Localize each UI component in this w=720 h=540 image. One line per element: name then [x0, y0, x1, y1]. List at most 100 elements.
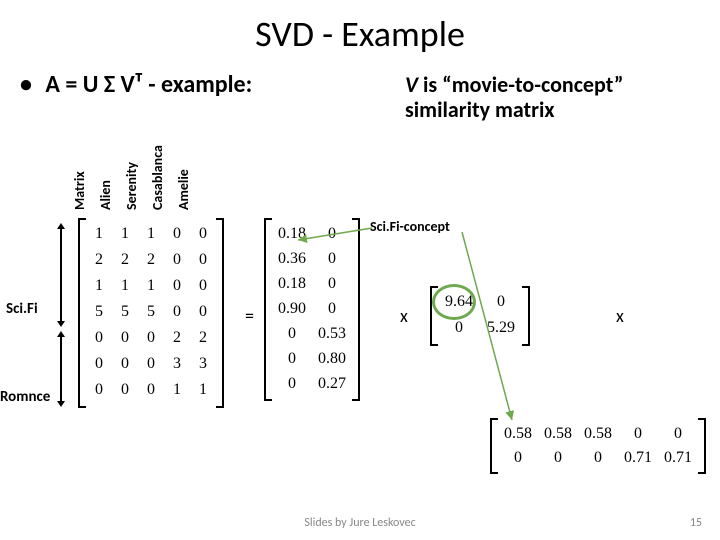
matrix-cell: 0: [112, 378, 138, 404]
matrix-cell: 0: [164, 248, 190, 274]
matrix-cell: 0: [578, 446, 618, 470]
matrix-cell: 2: [190, 326, 216, 352]
matrix-cell: 0: [86, 352, 112, 378]
matrix-cell: 0: [312, 272, 352, 297]
matrix-cell: 1: [86, 222, 112, 248]
arrow-romance: [60, 336, 62, 402]
label-amelie: Amelie: [175, 169, 192, 210]
bracket-right: [352, 218, 360, 401]
bracket-left: [264, 218, 272, 401]
matrix-cell: 0.36: [272, 247, 312, 272]
label-serenity: Serenity: [123, 162, 140, 210]
matrix-cell: 5: [138, 300, 164, 326]
equation-text: A = U Σ Vᵀ - example:: [45, 70, 252, 99]
matrix-cell: 0: [190, 274, 216, 300]
footer-credits: Slides by Jure Leskovec: [0, 516, 720, 530]
annotation-text: is “movie-to-concept” similarity matrix: [405, 71, 624, 123]
matrix-cell: 0: [164, 274, 190, 300]
scifi-concept-label: Sci.Fi-concept: [370, 218, 450, 235]
matrix-cell: 5: [112, 300, 138, 326]
matrix-cell: 0.71: [618, 446, 658, 470]
label-alien: Alien: [97, 180, 114, 210]
matrix-cell: 0: [86, 326, 112, 352]
matrix-cell: 0.18: [272, 272, 312, 297]
matrix-cell: 0: [658, 422, 698, 446]
matrix-cell: 0: [538, 446, 578, 470]
matrix-cell: 3: [164, 352, 190, 378]
matrix-cell: 0: [272, 372, 312, 397]
matrix-cell: 0.58: [578, 422, 618, 446]
matrix-cell: 3: [190, 352, 216, 378]
matrix-cell: 1: [190, 378, 216, 404]
matrix-cell: 1: [164, 378, 190, 404]
matrix-cell: 1: [112, 274, 138, 300]
matrix-cell: 0.58: [538, 422, 578, 446]
matrix-cell: 0.53: [312, 322, 352, 347]
matrix-cell: 2: [112, 248, 138, 274]
label-casablanca: Casablanca: [149, 145, 166, 210]
matrix-a-body: 11100222001110055500000220003300011: [86, 222, 216, 404]
matrix-cell: 0.80: [312, 347, 352, 372]
matrix-cell: 0.18: [272, 222, 312, 247]
annotation: V is “movie-to-concept” similarity matri…: [405, 72, 705, 123]
times-2: x: [616, 305, 624, 327]
page-title: SVD - Example: [0, 0, 720, 56]
matrix-cell: 0: [138, 326, 164, 352]
matrix-cell: 0: [138, 378, 164, 404]
equation-line: • A = U Σ Vᵀ - example:: [20, 70, 252, 99]
matrix-cell: 0: [312, 297, 352, 322]
matrix-cell: 2: [138, 248, 164, 274]
matrix-cell: 1: [138, 222, 164, 248]
matrix-cell: 0: [312, 222, 352, 247]
bracket-right: [216, 218, 224, 408]
matrix-a: 11100222001110055500000220003300011: [86, 222, 216, 404]
matrix-cell: 0: [190, 248, 216, 274]
matrix-cell: 0: [498, 446, 538, 470]
matrix-cell: 0: [312, 247, 352, 272]
matrix-cell: 0: [138, 352, 164, 378]
movie-labels: Matrix Alien Serenity Casablanca Amelie: [76, 110, 236, 210]
matrix-cell: 2: [164, 326, 190, 352]
matrix-cell: 0: [480, 290, 522, 316]
matrix-cell: 0.27: [312, 372, 352, 397]
equals-sign: =: [245, 305, 254, 327]
matrix-cell: 0: [272, 322, 312, 347]
matrix-cell: 0: [112, 352, 138, 378]
matrix-cell: 0: [86, 378, 112, 404]
page-number: 15: [690, 516, 702, 530]
matrix-cell: 1: [86, 274, 112, 300]
matrix-cell: 2: [86, 248, 112, 274]
matrix-u-body: 0.1800.3600.1800.90000.5300.8000.27: [272, 222, 352, 397]
matrix-cell: 5: [86, 300, 112, 326]
matrix-cell: 0: [618, 422, 658, 446]
matrix-cell: 0: [112, 326, 138, 352]
matrix-cell: 1: [112, 222, 138, 248]
label-matrix: Matrix: [71, 171, 88, 210]
matrix-cell: 1: [138, 274, 164, 300]
matrix-cell: 0: [272, 347, 312, 372]
arrow-scifi: [60, 228, 62, 322]
bullet-dot: •: [20, 70, 32, 99]
bracket-left: [78, 218, 86, 408]
matrix-vt-body: 0.580.580.58000000.710.71: [498, 422, 698, 470]
matrix-cell: 0.71: [658, 446, 698, 470]
matrix-sigma: 9.64005.29: [438, 290, 522, 342]
matrix-cell: 0.58: [498, 422, 538, 446]
matrix-cell: 0: [438, 316, 480, 342]
matrix-cell: 0: [190, 222, 216, 248]
times-1: x: [400, 305, 408, 327]
matrix-cell: 0: [190, 300, 216, 326]
matrix-cell: 9.64: [438, 290, 480, 316]
row-label-romance: Romnce: [0, 388, 50, 406]
bracket-right: [698, 418, 706, 474]
bracket-right: [522, 286, 530, 346]
matrix-u: 0.1800.3600.1800.90000.5300.8000.27: [272, 222, 352, 397]
matrix-cell: 5.29: [480, 316, 522, 342]
bracket-left: [430, 286, 438, 346]
matrix-cell: 0: [164, 222, 190, 248]
row-label-scifi: Sci.Fi: [6, 300, 38, 318]
matrix-cell: 0.90: [272, 297, 312, 322]
bracket-left: [490, 418, 498, 474]
matrix-cell: 0: [164, 300, 190, 326]
matrix-sigma-body: 9.64005.29: [438, 290, 522, 342]
